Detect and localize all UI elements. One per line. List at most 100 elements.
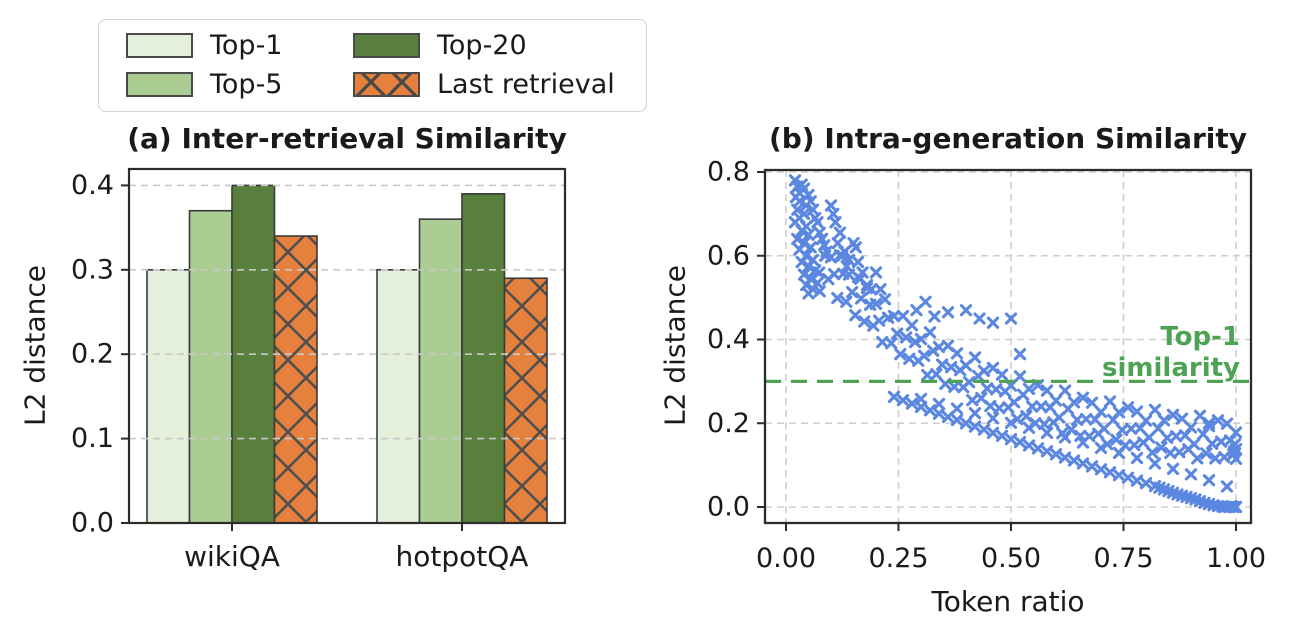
scatter-point: [977, 423, 991, 436]
scatter-point: [1022, 382, 1036, 396]
scatter-point: [896, 309, 910, 323]
legend-swatch-top5: [126, 72, 193, 97]
legend-grid: Top-1 Top-20 Top-5 Last retrieval: [99, 20, 646, 98]
scatter-point: [1076, 457, 1090, 470]
scatter-point: [1067, 454, 1081, 467]
scatter-point: [855, 292, 868, 305]
scatter-point: [932, 407, 946, 420]
legend-label-top20: Top-20: [437, 30, 527, 61]
scatter-point: [1004, 312, 1018, 325]
scatter-point: [851, 270, 865, 284]
tick-label: 0.0: [707, 492, 750, 523]
scatter-point: [950, 402, 964, 415]
scatter-point: [923, 404, 937, 417]
chart-b-xlabel: Token ratio: [931, 585, 1085, 618]
legend-label-last-retrieval: Last retrieval: [437, 69, 615, 100]
scatter-point: [869, 297, 883, 311]
legend-swatch-top20: [353, 33, 420, 58]
scatter-point: [977, 364, 991, 378]
category-label: wikiQA: [184, 540, 280, 573]
scatter-point: [1137, 436, 1150, 449]
scatter-point: [797, 268, 811, 281]
bar-chart-plot: 0.0 0.1 0.2 0.3 0.4 wikiQA hotpotQA: [71, 167, 567, 573]
scatter-point: [1013, 348, 1027, 361]
reference-line-annotation: Top-1 similarity: [1102, 322, 1240, 384]
scatter-point: [1218, 451, 1231, 464]
scatter-point: [891, 327, 904, 340]
scatter-point: [1200, 447, 1213, 460]
scatter-point: [1130, 451, 1144, 465]
scatter-point: [1040, 384, 1054, 397]
scatter-point: [1058, 384, 1072, 397]
scatter-point: [1067, 396, 1081, 409]
bar-top-5-hotpotqa: [419, 219, 462, 523]
scatter-point: [1193, 409, 1207, 422]
scatter-point: [1094, 463, 1108, 476]
chart-b-ylabel: L2 distance: [658, 265, 692, 426]
scatter-point: [959, 304, 973, 317]
scatter-point: [815, 232, 829, 246]
scatter-point: [1002, 401, 1015, 414]
scatter-point: [1013, 435, 1027, 449]
scatter-point: [1085, 396, 1099, 409]
scatter-point: [1094, 405, 1108, 419]
scatter-point: [860, 281, 874, 295]
scatter-point: [905, 397, 919, 410]
legend-item-top20: Top-20: [353, 32, 646, 59]
scatter-point: [802, 260, 815, 273]
legend-box: Top-1 Top-20 Top-5 Last retrieval: [98, 19, 647, 112]
scatter-point: [1125, 422, 1138, 435]
scatter-point: [791, 232, 804, 246]
legend-swatch-top1: [126, 33, 193, 58]
tick-label: 0.2: [71, 339, 114, 370]
bar-hatch: [504, 278, 547, 523]
scatter-point: [1220, 417, 1234, 430]
chart-b-frame: [763, 168, 1253, 525]
scatter-point: [1121, 401, 1135, 414]
scatter-point: [948, 380, 961, 393]
chart-a-title: (a) Inter-retrieval Similarity: [127, 122, 567, 155]
tick-label: 0.25: [868, 543, 928, 574]
scatter-point: [1112, 446, 1126, 460]
scatter-point: [968, 407, 982, 420]
scatter-point: [874, 283, 887, 296]
chart-a-frame: [127, 167, 567, 525]
scatter-point: [1013, 370, 1027, 383]
scatter-point: [957, 381, 970, 394]
scatter-point: [811, 216, 824, 229]
bar-top-1-wikiqa: [147, 269, 190, 523]
scatter-point: [1157, 414, 1171, 427]
scatter-point: [900, 331, 913, 344]
scatter-point: [878, 293, 892, 306]
scatter-point: [923, 326, 937, 339]
scatter-point: [905, 319, 919, 332]
bar-hatch: [274, 236, 317, 524]
chart-b-title: (b) Intra-generation Similarity: [768, 122, 1248, 155]
scatter-point: [1139, 476, 1153, 490]
scatter-point: [928, 310, 941, 323]
scatter-point: [1184, 468, 1198, 481]
scatter-point: [1004, 433, 1018, 446]
scatter-point: [1191, 452, 1204, 465]
scatter-point: [840, 295, 853, 308]
scatter-point: [1049, 448, 1063, 461]
scatter-point: [932, 397, 946, 411]
tick-label: 0.8: [707, 157, 750, 188]
scatter-point: [1155, 441, 1168, 454]
scatter-point: [849, 241, 862, 254]
scatter-point: [887, 309, 901, 323]
scatter-point: [968, 420, 982, 433]
scatter-point: [804, 241, 817, 254]
scatter-point: [1047, 416, 1060, 429]
scatter-point: [1202, 420, 1216, 433]
tick-label: 0.75: [1093, 543, 1153, 574]
scatter-point: [1110, 433, 1123, 446]
scatter-point: [858, 315, 871, 328]
scatter-point: [1130, 474, 1144, 487]
bar-top-1-hotpotqa: [377, 269, 420, 523]
legend-label-top5: Top-5: [210, 69, 283, 100]
scatter-point: [950, 347, 964, 360]
tick-label: 0.00: [756, 543, 816, 574]
